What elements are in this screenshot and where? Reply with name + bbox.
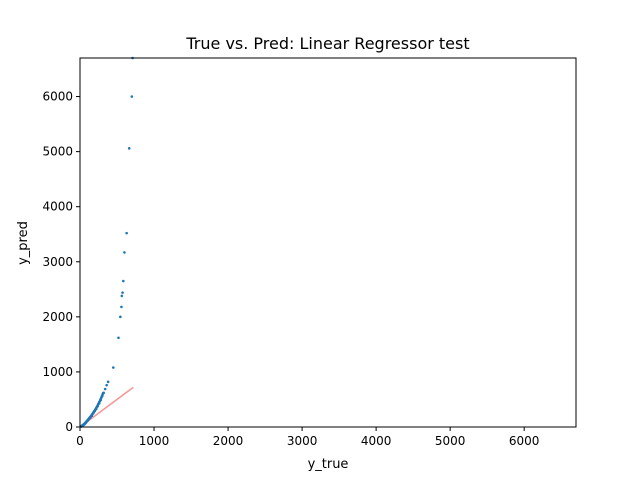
y-tick-label: 2000 bbox=[42, 310, 73, 324]
x-tick-label: 5000 bbox=[435, 434, 466, 448]
x-tick-label: 2000 bbox=[213, 434, 244, 448]
y-axis-label: y_pred bbox=[16, 221, 31, 265]
x-tick-label: 1000 bbox=[139, 434, 170, 448]
x-axis-ticks: 0 1000 2000 3000 4000 5000 6000 bbox=[76, 427, 539, 448]
y-axis-ticks: 0 1000 2000 3000 4000 5000 6000 bbox=[42, 90, 80, 434]
data-point bbox=[84, 421, 88, 425]
y-tick-label: 0 bbox=[65, 420, 73, 434]
axes-frame bbox=[79, 57, 577, 428]
x-tick-label: 3000 bbox=[287, 434, 318, 448]
plot-area bbox=[79, 56, 134, 429]
data-point bbox=[97, 402, 101, 405]
y-tick-label: 1000 bbox=[42, 365, 73, 379]
data-point bbox=[99, 398, 103, 402]
x-axis-label: y_true bbox=[308, 457, 349, 472]
data-point bbox=[120, 294, 124, 298]
scatter-points bbox=[79, 56, 134, 429]
data-point bbox=[89, 416, 92, 419]
x-tick-label: 4000 bbox=[361, 434, 392, 448]
x-tick-label: 0 bbox=[76, 434, 84, 448]
chart-title: True vs. Pred: Linear Regressor test bbox=[185, 34, 469, 53]
data-point bbox=[94, 407, 98, 411]
data-point bbox=[86, 419, 89, 423]
data-point bbox=[130, 95, 134, 98]
data-point bbox=[125, 231, 128, 235]
data-point bbox=[102, 391, 105, 395]
data-point bbox=[119, 315, 122, 319]
data-point bbox=[122, 279, 125, 283]
y-tick-label: 6000 bbox=[42, 90, 73, 104]
data-point bbox=[90, 414, 94, 418]
data-point bbox=[120, 305, 123, 309]
data-point bbox=[93, 409, 97, 413]
data-point bbox=[105, 383, 108, 387]
data-point bbox=[127, 147, 131, 150]
data-point bbox=[117, 336, 120, 340]
data-point bbox=[121, 291, 124, 294]
y-tick-label: 5000 bbox=[42, 145, 73, 159]
data-point bbox=[103, 387, 107, 391]
data-point bbox=[92, 411, 95, 415]
data-point bbox=[112, 366, 115, 369]
data-point bbox=[87, 417, 91, 421]
y-tick-label: 3000 bbox=[42, 255, 73, 269]
data-point bbox=[96, 404, 100, 408]
x-tick-label: 6000 bbox=[509, 434, 540, 448]
y-tick-label: 4000 bbox=[42, 200, 73, 214]
data-point bbox=[100, 394, 104, 398]
data-point bbox=[106, 380, 110, 384]
data-point bbox=[123, 251, 126, 254]
